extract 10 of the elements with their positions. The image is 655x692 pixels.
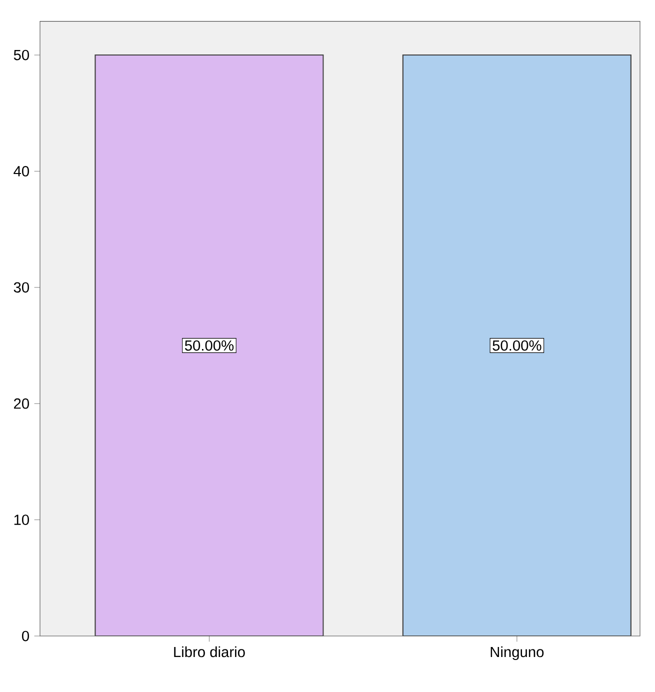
y-tick-label: 50: [14, 50, 30, 60]
y-tick-label: 20: [14, 398, 30, 409]
x-tick-label: Ninguno: [490, 646, 544, 660]
data-label: 50.00%: [185, 340, 234, 351]
y-tick-label: 0: [22, 630, 30, 642]
data-label: 50.00%: [492, 340, 542, 351]
y-tick-label: 30: [14, 282, 30, 293]
x-tick-label: Libro diario: [174, 646, 246, 658]
y-tick-label: 40: [14, 166, 30, 176]
y-tick-label: 10: [14, 514, 30, 525]
